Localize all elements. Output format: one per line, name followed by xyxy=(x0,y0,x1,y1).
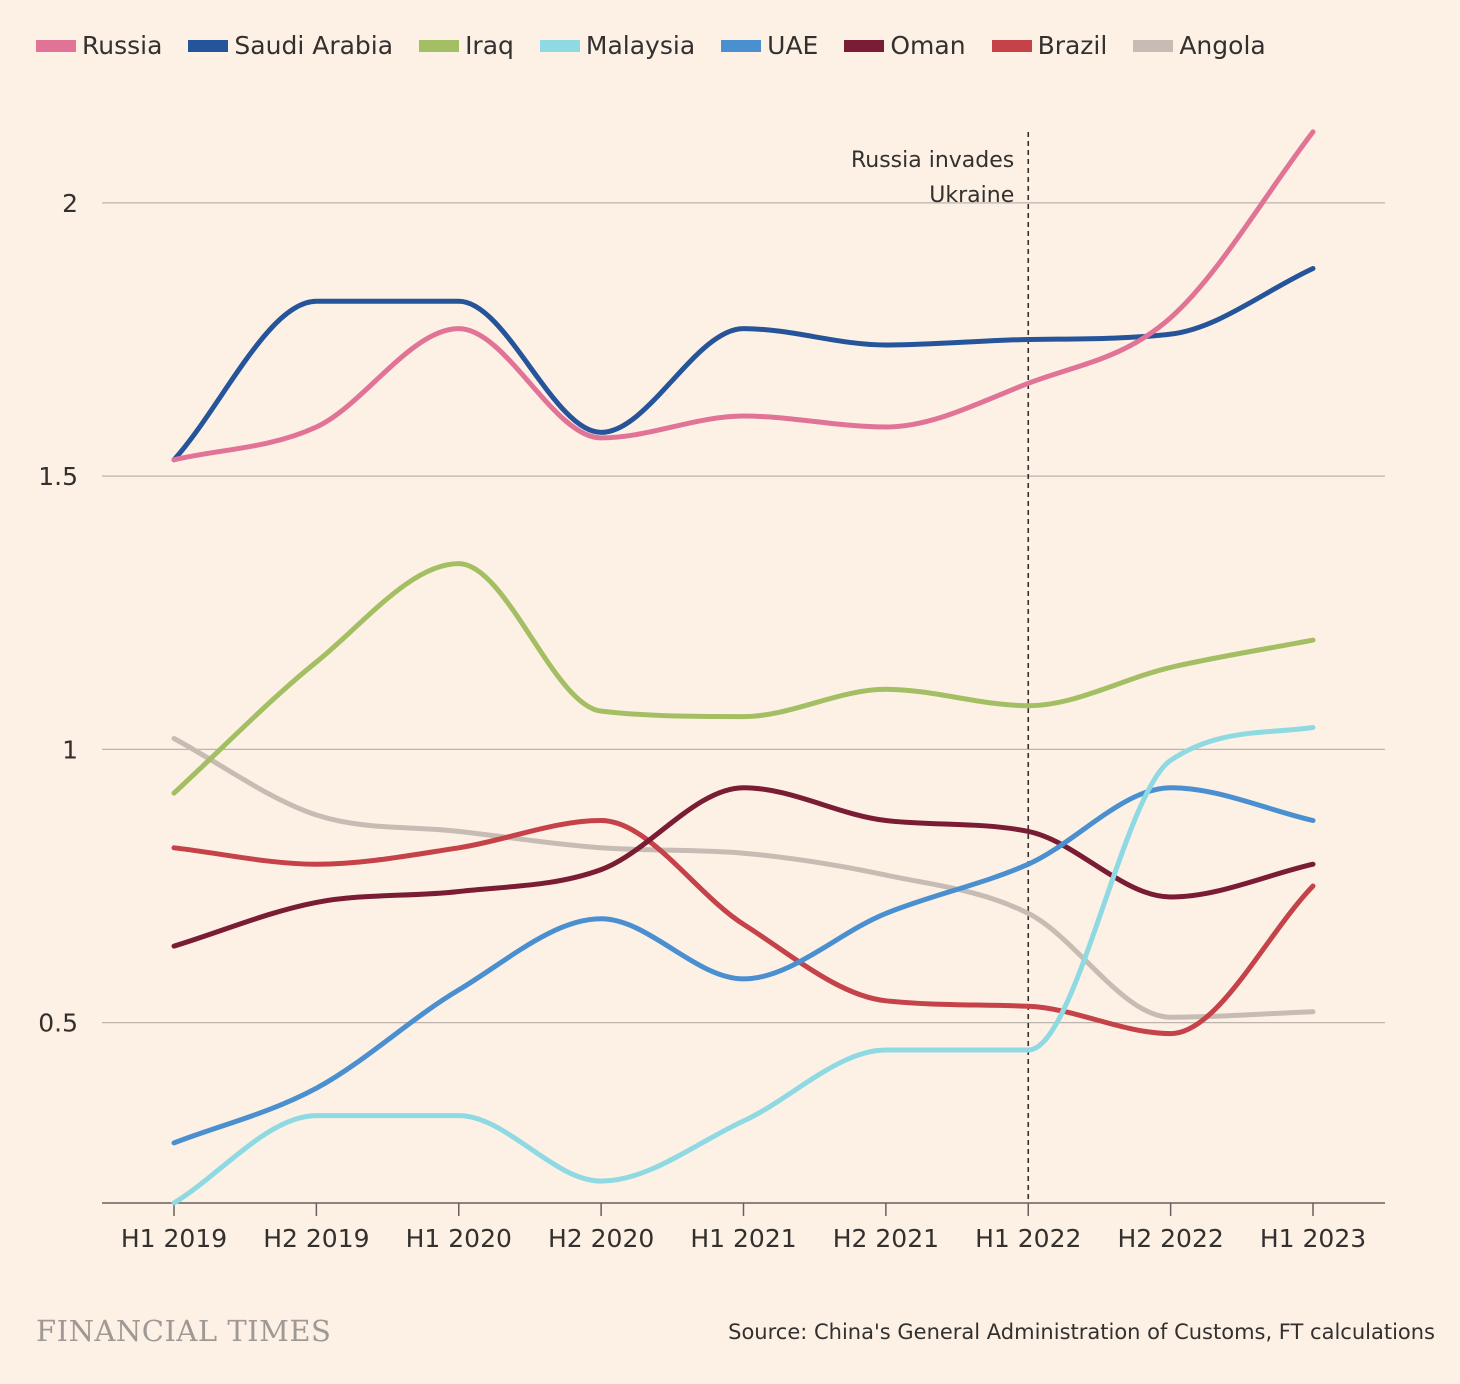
legend-label: Oman xyxy=(890,31,966,60)
legend-swatch xyxy=(991,40,1032,52)
x-tick-label: H2 2020 xyxy=(548,1224,654,1253)
legend-item-malaysia: Malaysia xyxy=(539,30,696,62)
legend-swatch xyxy=(419,40,460,52)
series-line-uae xyxy=(171,785,1316,1146)
y-tick-label: 0.5 xyxy=(38,1009,78,1038)
x-tick-label: H1 2023 xyxy=(1260,1224,1366,1253)
legend-label: Russia xyxy=(82,31,163,60)
series-line-malaysia xyxy=(171,725,1316,1206)
legend-swatch xyxy=(36,40,76,52)
legend-item-russia: Russia xyxy=(36,30,162,62)
legend-item-saudi-arabia: Saudi Arabia xyxy=(188,30,393,62)
x-tick-label: H2 2021 xyxy=(833,1224,939,1253)
x-tick-label: H1 2019 xyxy=(121,1224,227,1253)
legend-item-oman: Oman xyxy=(844,30,966,62)
y-tick-label: 1 xyxy=(62,735,78,764)
legend: Russia Saudi Arabia Iraq Malaysia UAE Oman Bra… xyxy=(36,30,1292,62)
legend-swatch xyxy=(188,40,229,52)
legend-label: Brazil xyxy=(1037,31,1108,60)
x-tick-label: H1 2022 xyxy=(975,1224,1081,1253)
series-line-oman xyxy=(171,785,1316,949)
legend-swatch xyxy=(539,40,580,52)
legend-item-brazil: Brazil xyxy=(991,30,1108,62)
legend-swatch xyxy=(1133,40,1174,52)
legend-label: Angola xyxy=(1179,31,1266,60)
line-chart: 0.5 1 1.5 2 H1 2019 H2 2019 H1 2020 H2 2020 H1 2… xyxy=(38,129,1385,1253)
series-line-saudi-arabia xyxy=(171,266,1316,463)
source-note: Source: China's General Administration o… xyxy=(728,1320,1435,1344)
series-line-angola xyxy=(171,736,1316,1020)
legend-swatch xyxy=(844,40,885,52)
legend-item-uae: UAE xyxy=(721,30,818,62)
ft-logo: FINANCIAL TIMES xyxy=(36,1314,332,1348)
x-tick-label: H1 2021 xyxy=(690,1224,796,1253)
legend-item-iraq: Iraq xyxy=(419,30,514,62)
legend-swatch xyxy=(721,40,762,52)
annotation-text: Ukraine xyxy=(929,183,1014,208)
legend-item-angola: Angola xyxy=(1133,30,1266,62)
x-tick-label: H2 2022 xyxy=(1117,1224,1223,1253)
series-line-russia xyxy=(171,129,1316,463)
legend-label: Saudi Arabia xyxy=(234,31,394,60)
legend-label: Iraq xyxy=(465,31,514,60)
x-tick-label: H2 2019 xyxy=(263,1224,369,1253)
series-line-brazil xyxy=(171,818,1316,1037)
y-tick-label: 1.5 xyxy=(38,462,78,491)
y-tick-label: 2 xyxy=(62,189,78,218)
legend-label: Malaysia xyxy=(585,31,696,60)
legend-label: UAE xyxy=(767,31,819,60)
x-tick-label: H1 2020 xyxy=(406,1224,512,1253)
series-line-iraq xyxy=(171,561,1316,796)
annotation-text: Russia invades xyxy=(851,148,1014,173)
